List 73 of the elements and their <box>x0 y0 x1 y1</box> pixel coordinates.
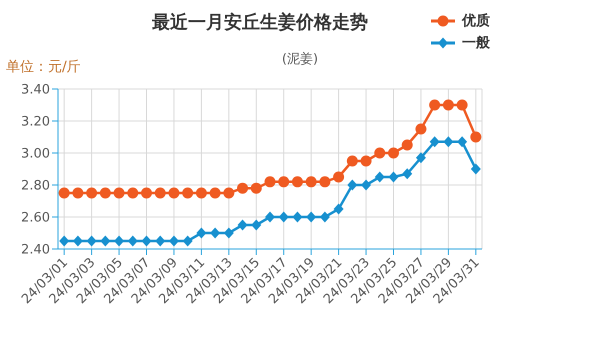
y-tick-label: 3.20 <box>21 114 50 130</box>
point <box>100 188 111 198</box>
chart-title: 最近一月安丘生姜价格走势 <box>152 12 368 33</box>
point <box>72 236 83 246</box>
point <box>388 172 398 182</box>
point <box>168 236 179 246</box>
point <box>58 188 70 198</box>
point <box>443 136 454 148</box>
point <box>86 188 98 198</box>
point <box>346 156 358 166</box>
y-tick-label: 2.60 <box>21 210 50 226</box>
point <box>86 236 97 246</box>
point <box>265 212 275 222</box>
point <box>442 100 454 110</box>
point <box>59 236 70 246</box>
point <box>415 124 426 134</box>
point <box>72 188 84 198</box>
point <box>127 188 138 198</box>
point <box>402 140 413 150</box>
point <box>238 220 248 230</box>
point <box>470 164 481 174</box>
point <box>292 176 303 188</box>
point <box>114 236 124 246</box>
point <box>361 180 372 190</box>
point <box>388 148 399 158</box>
point <box>237 182 248 194</box>
point <box>210 228 220 238</box>
point <box>374 172 385 182</box>
y-axis-title: 单位：元/斤 <box>6 58 81 76</box>
legend-label: 一般 <box>462 34 490 52</box>
point <box>416 152 426 164</box>
point <box>333 172 344 182</box>
legend-label: 优质 <box>462 12 490 30</box>
chart-subtitle: (泥姜) <box>282 52 318 67</box>
point <box>182 236 193 246</box>
point <box>223 188 234 198</box>
point <box>292 212 302 222</box>
point <box>402 168 412 180</box>
point <box>128 236 138 246</box>
point <box>114 188 125 198</box>
point <box>278 176 290 188</box>
point <box>374 148 386 158</box>
y-tick-label: 2.40 <box>21 242 50 258</box>
point <box>430 136 440 148</box>
point <box>319 176 330 188</box>
point <box>196 228 206 238</box>
y-tick-label: 2.80 <box>21 178 50 194</box>
point <box>251 220 262 230</box>
point <box>142 236 152 246</box>
point <box>320 212 330 222</box>
point <box>360 156 372 166</box>
point <box>457 136 468 148</box>
point <box>278 212 289 222</box>
point <box>250 182 262 194</box>
point <box>306 212 316 222</box>
point <box>210 188 221 198</box>
point <box>100 236 110 246</box>
point <box>264 176 276 188</box>
y-tick-label: 3.40 <box>21 82 50 98</box>
point <box>155 236 166 246</box>
point <box>306 176 317 188</box>
point <box>182 188 194 198</box>
point <box>429 100 440 110</box>
point <box>456 100 468 110</box>
point <box>470 132 482 142</box>
point <box>347 180 358 190</box>
point <box>141 188 152 198</box>
point <box>224 228 234 238</box>
point <box>168 188 180 198</box>
y-tick-label: 3.00 <box>21 146 50 162</box>
point <box>196 188 207 198</box>
point <box>334 204 344 214</box>
point <box>154 188 166 198</box>
